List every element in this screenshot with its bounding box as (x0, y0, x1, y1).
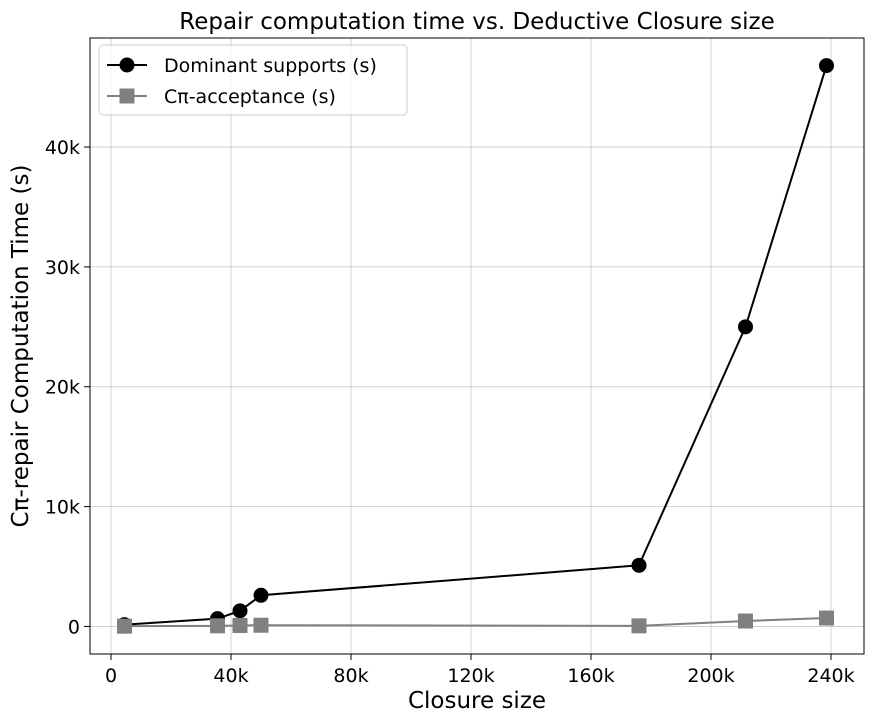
legend-item: Cπ-acceptance (s) (107, 86, 336, 108)
x-axis-ticks: 0 40k 80k 120k 160k 200k 240k (105, 654, 855, 687)
data-point-square (631, 618, 647, 634)
y-tick-label: 40k (45, 137, 80, 159)
data-point-square (232, 617, 248, 633)
legend-label: Cπ-acceptance (s) (164, 86, 336, 108)
plot-frame (89, 37, 865, 655)
plot-background (90, 38, 864, 654)
x-tick-label: 80k (333, 665, 368, 687)
series-layer (117, 58, 834, 634)
data-point-square (119, 88, 135, 104)
data-point-circle (253, 587, 269, 603)
x-tick-label: 0 (105, 665, 117, 687)
data-point-square (253, 617, 269, 633)
data-point-circle (738, 319, 753, 335)
data-point-circle (631, 557, 647, 573)
legend: Dominant supports (s) Cπ-acceptance (s) (98, 44, 408, 116)
data-point-circle (119, 57, 135, 73)
y-tick-label: 10k (45, 497, 80, 519)
legend-item: Dominant supports (s) (107, 55, 377, 77)
x-tick-label: 120k (447, 665, 494, 687)
x-tick-label: 40k (213, 665, 248, 687)
y-axis-ticks: 0 10k 20k 30k 40k (45, 137, 90, 638)
y-tick-label: 0 (68, 616, 80, 638)
x-tick-label: 160k (567, 665, 614, 687)
series-2 (117, 610, 834, 634)
x-tick-label: 200k (687, 665, 734, 687)
data-point-square (210, 618, 225, 634)
legend-label: Dominant supports (s) (164, 55, 377, 77)
plot-area (89, 37, 865, 655)
x-axis-title: Closure size (408, 688, 546, 714)
chart-title: Repair computation time vs. Deductive Cl… (179, 9, 774, 35)
y-tick-label: 30k (45, 257, 80, 279)
data-point-circle (819, 58, 834, 74)
legend-box (98, 44, 408, 116)
data-point-square (117, 618, 132, 634)
data-point-square (819, 610, 834, 626)
x-tick-label: 240k (807, 665, 854, 687)
data-point-circle (232, 603, 248, 619)
y-tick-label: 20k (45, 377, 80, 399)
y-axis-title: Cπ-repair Computation Time (s) (8, 165, 34, 528)
data-point-square (738, 613, 753, 629)
